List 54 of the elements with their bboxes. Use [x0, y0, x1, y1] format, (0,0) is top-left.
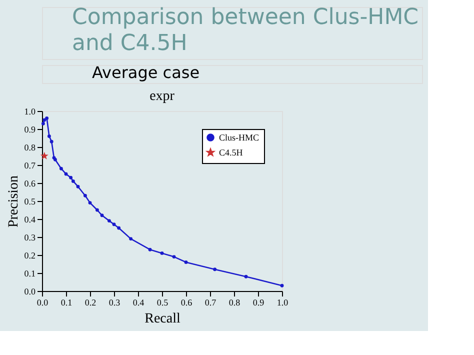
x-tick-label: 0.0	[36, 298, 49, 308]
y-tick-label: 0.2	[24, 250, 36, 260]
point	[95, 208, 99, 212]
point	[69, 176, 73, 180]
point	[107, 219, 111, 223]
y-tick-label: 1.0	[24, 106, 36, 116]
x-tick-label: 0.8	[228, 298, 241, 308]
point	[71, 179, 75, 183]
x-tick-label: 0.1	[60, 298, 72, 308]
legend-label: Clus-HMC	[219, 132, 260, 142]
x-tick-label: 0.7	[204, 298, 217, 308]
point	[47, 134, 51, 138]
y-tick-label: 0.5	[24, 196, 36, 206]
point	[45, 116, 49, 120]
point	[50, 140, 54, 144]
point	[59, 166, 63, 170]
x-tick-label: 0.3	[108, 298, 121, 308]
point	[117, 226, 121, 230]
point	[172, 255, 176, 259]
chart-title: expr	[150, 89, 175, 104]
point	[160, 251, 164, 255]
point	[64, 172, 68, 176]
x-tick-label: 0.4	[132, 298, 145, 308]
point	[83, 194, 87, 198]
point	[244, 274, 248, 278]
point	[76, 184, 80, 188]
y-tick-label: 0.9	[24, 124, 36, 134]
y-tick-label: 0.6	[24, 178, 36, 188]
y-axis-title: Precision	[6, 175, 22, 228]
x-axis-title: Recall	[144, 312, 180, 326]
x-tick-label: 0.5	[156, 298, 169, 308]
point	[112, 222, 116, 226]
y-tick-label: 0.4	[24, 214, 36, 224]
x-tick-label: 0.9	[252, 298, 265, 308]
text: Average case	[92, 63, 200, 82]
x-tick-label: 1.0	[276, 298, 289, 308]
point	[100, 214, 104, 218]
legend-label: C4.5H	[219, 148, 244, 158]
point	[41, 122, 45, 126]
x-tick-label: 0.2	[84, 298, 96, 308]
y-tick-label: 0.1	[24, 268, 36, 278]
point	[129, 237, 133, 241]
point	[280, 284, 284, 288]
point	[213, 268, 217, 272]
point	[40, 152, 48, 160]
point	[88, 201, 92, 205]
y-tick-label: 0.3	[24, 232, 36, 242]
text: Comparison between Clus-HMC and C4.5H	[72, 5, 419, 56]
point	[184, 260, 188, 264]
y-tick-label: 0.7	[24, 160, 36, 170]
x-tick-label: 0.6	[180, 298, 193, 308]
y-tick-label: 0.0	[24, 286, 36, 296]
y-tick-label: 0.8	[24, 142, 36, 152]
point	[148, 248, 152, 252]
